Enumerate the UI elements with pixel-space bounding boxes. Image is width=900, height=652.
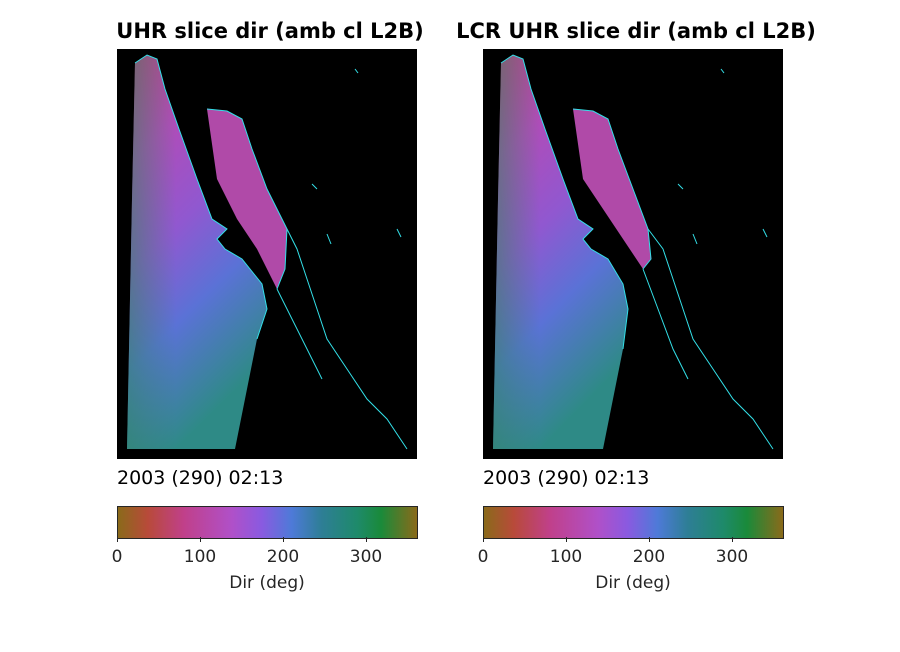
colorbar-tick: [566, 537, 567, 542]
colorbar-tick-label: 100: [183, 547, 217, 567]
colorbar-tick: [283, 537, 284, 542]
colorbar-tick-label: 200: [632, 547, 666, 567]
coastline: [500, 54, 629, 350]
colorbar-tick-label: 100: [549, 547, 583, 567]
colorbar-tick-label: 0: [477, 547, 489, 567]
colorbar-tick: [366, 537, 367, 542]
colorbar-label: Dir (deg): [229, 573, 305, 593]
colorbar: [117, 506, 418, 539]
colorbar-tick: [117, 537, 118, 542]
swath-upper: [207, 109, 287, 289]
timestamp: 2003 (290) 02:13: [483, 467, 650, 489]
swath-upper: [573, 109, 651, 269]
colorbar-tick: [483, 537, 484, 542]
panel-title: UHR slice dir (amb cl L2B): [116, 19, 424, 43]
wind-direction-map: [117, 49, 417, 459]
colorbar-tick-label: 300: [715, 547, 749, 567]
colorbar-tick-label: 0: [111, 547, 123, 567]
panel-title: LCR UHR slice dir (amb cl L2B): [456, 19, 816, 43]
panel-right: LCR UHR slice dir (amb cl L2B): [456, 0, 886, 652]
colorbar-tick-label: 300: [349, 547, 383, 567]
timestamp: 2003 (290) 02:13: [117, 467, 284, 489]
colorbar-tick-label: 200: [266, 547, 300, 567]
wind-direction-map: [483, 49, 783, 459]
coastline: [134, 54, 268, 340]
colorbar-tick: [200, 537, 201, 542]
panel-left: UHR slice dir (amb cl L2B): [100, 0, 520, 652]
colorbar-tick: [649, 537, 650, 542]
colorbar-label: Dir (deg): [595, 573, 671, 593]
colorbar-tick: [732, 537, 733, 542]
colorbar: [483, 506, 784, 539]
